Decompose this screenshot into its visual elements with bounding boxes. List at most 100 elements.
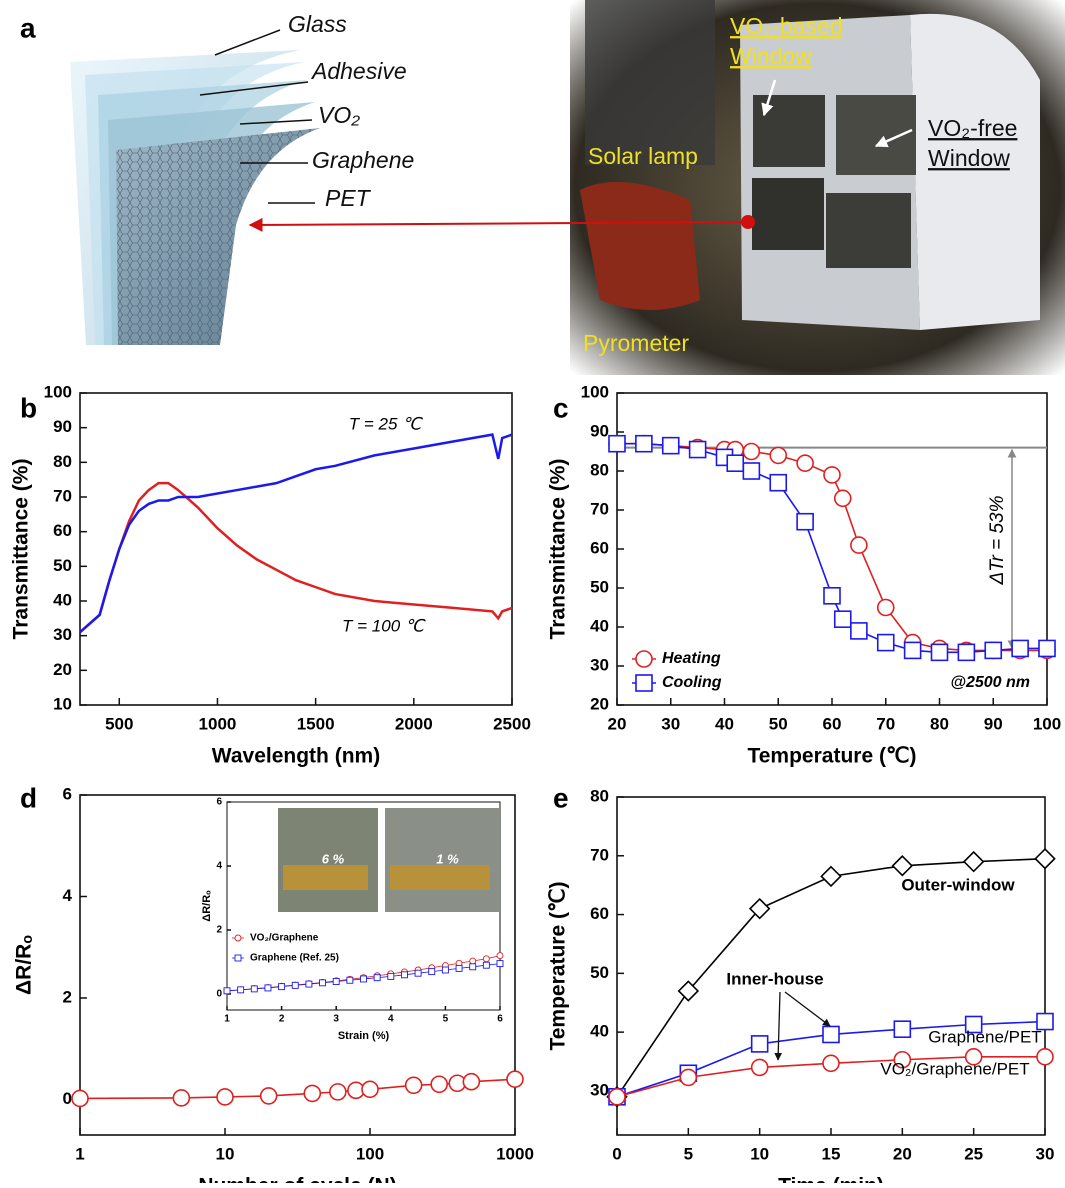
plot-frame	[617, 797, 1045, 1135]
marker	[470, 964, 476, 970]
marker	[279, 984, 285, 990]
y-tick-label: 6	[216, 797, 222, 808]
marker	[835, 490, 851, 506]
layer-label: Glass	[288, 11, 347, 37]
legend-marker	[636, 675, 652, 691]
photo-label: 1 %	[436, 851, 459, 866]
y-tick-label: 30	[53, 625, 72, 644]
y-tick-label: 100	[581, 382, 609, 401]
x-tick-label: 2000	[395, 714, 433, 733]
layer-label: PET	[325, 185, 372, 211]
marker	[261, 1088, 277, 1104]
y-tick-label: 6	[63, 784, 72, 803]
x-tick-label: 30	[661, 714, 680, 733]
x-tick-label: 70	[876, 714, 895, 733]
marker	[824, 467, 840, 483]
y-tick-label: 40	[590, 616, 609, 635]
marker	[1037, 1049, 1053, 1065]
series-label: T = 100 ℃	[342, 616, 426, 635]
inset-photo-roller	[390, 865, 490, 890]
y-axis-label: Transmittance (%)	[10, 459, 33, 640]
marker	[878, 635, 894, 651]
x-tick-label: 25	[964, 1144, 983, 1163]
x-tick-label: 1500	[297, 714, 335, 733]
layer-label: Graphene	[312, 147, 414, 173]
y-tick-label: 2	[63, 987, 72, 1006]
layer-label: Adhesive	[310, 58, 407, 84]
marker	[330, 1084, 346, 1100]
y-tick-label: 60	[590, 538, 609, 557]
marker	[415, 970, 421, 976]
panel-letter: c	[553, 392, 569, 423]
marker	[347, 977, 353, 983]
x-tick-label: 100	[356, 1144, 384, 1163]
y-tick-label: 0	[216, 989, 222, 1000]
x-tick-label: 60	[823, 714, 842, 733]
marker	[463, 1074, 479, 1090]
x-tick-label: 2500	[493, 714, 531, 733]
y-axis-label: ΔR/Rₒ	[201, 890, 213, 922]
y-tick-label: 60	[590, 904, 609, 923]
annotation: ΔTr = 53%	[987, 495, 1008, 585]
marker	[985, 642, 1001, 658]
y-tick-label: 4	[63, 886, 73, 905]
photo-label: 6 %	[322, 851, 345, 866]
marker	[609, 1089, 625, 1105]
marker	[1035, 849, 1054, 868]
annotation: Inner-house	[726, 969, 823, 988]
y-axis-label: Temperature (℃)	[547, 881, 570, 1050]
marker	[743, 463, 759, 479]
chart: 1234560246Strain (%)ΔR/Rₒ6 %1 %VO₂/Graph…	[201, 797, 503, 1042]
marker	[1039, 640, 1055, 656]
y-tick-label: 40	[590, 1022, 609, 1041]
x-axis-label: Number of cycle (N)	[198, 1175, 396, 1183]
x-tick-label: 10	[216, 1144, 235, 1163]
y-tick-label: 70	[53, 486, 72, 505]
legend-marker	[235, 955, 241, 961]
x-tick-label: 6	[497, 1014, 503, 1025]
legend-marker	[636, 651, 652, 667]
series-label: Graphene/PET	[928, 1027, 1041, 1046]
marker	[851, 537, 867, 553]
y-tick-label: 40	[53, 590, 72, 609]
x-axis-label: Temperature (℃)	[747, 745, 916, 768]
marker	[442, 967, 448, 973]
series-label: T = 25 ℃	[349, 414, 423, 433]
x-tick-label: 90	[984, 714, 1003, 733]
y-tick-label: 80	[53, 452, 72, 471]
layer-diagram	[70, 30, 320, 345]
marker	[362, 1081, 378, 1097]
photo-label: VO₂-based	[730, 13, 842, 39]
marker	[431, 1076, 447, 1092]
panel-letter: e	[553, 782, 569, 813]
x-tick-label: 500	[105, 714, 133, 733]
y-tick-label: 60	[53, 521, 72, 540]
series-label: VO₂/Graphene/PET	[880, 1059, 1029, 1078]
x-tick-label: 80	[930, 714, 949, 733]
layer-label: VO₂	[318, 102, 360, 128]
plot-frame	[80, 393, 512, 705]
series-line	[80, 435, 512, 633]
panel-letter: b	[20, 392, 37, 423]
y-axis-label: ΔR/Rₒ	[13, 935, 36, 995]
annotation-arrow	[785, 992, 830, 1026]
marker	[483, 956, 489, 962]
marker	[401, 972, 407, 978]
marker	[752, 1036, 768, 1052]
y-tick-label: 30	[590, 655, 609, 674]
y-tick-label: 90	[53, 417, 72, 436]
x-tick-label: 0	[612, 1144, 621, 1163]
panel-letter: d	[20, 782, 37, 813]
marker	[361, 976, 367, 982]
marker	[304, 1085, 320, 1101]
legend-label: Graphene (Ref. 25)	[250, 953, 339, 964]
marker	[878, 600, 894, 616]
marker	[217, 1089, 233, 1105]
marker	[964, 852, 983, 871]
marker	[797, 455, 813, 471]
marker	[752, 1059, 768, 1075]
marker	[680, 1069, 696, 1085]
x-tick-label: 20	[893, 1144, 912, 1163]
x-tick-label: 50	[769, 714, 788, 733]
